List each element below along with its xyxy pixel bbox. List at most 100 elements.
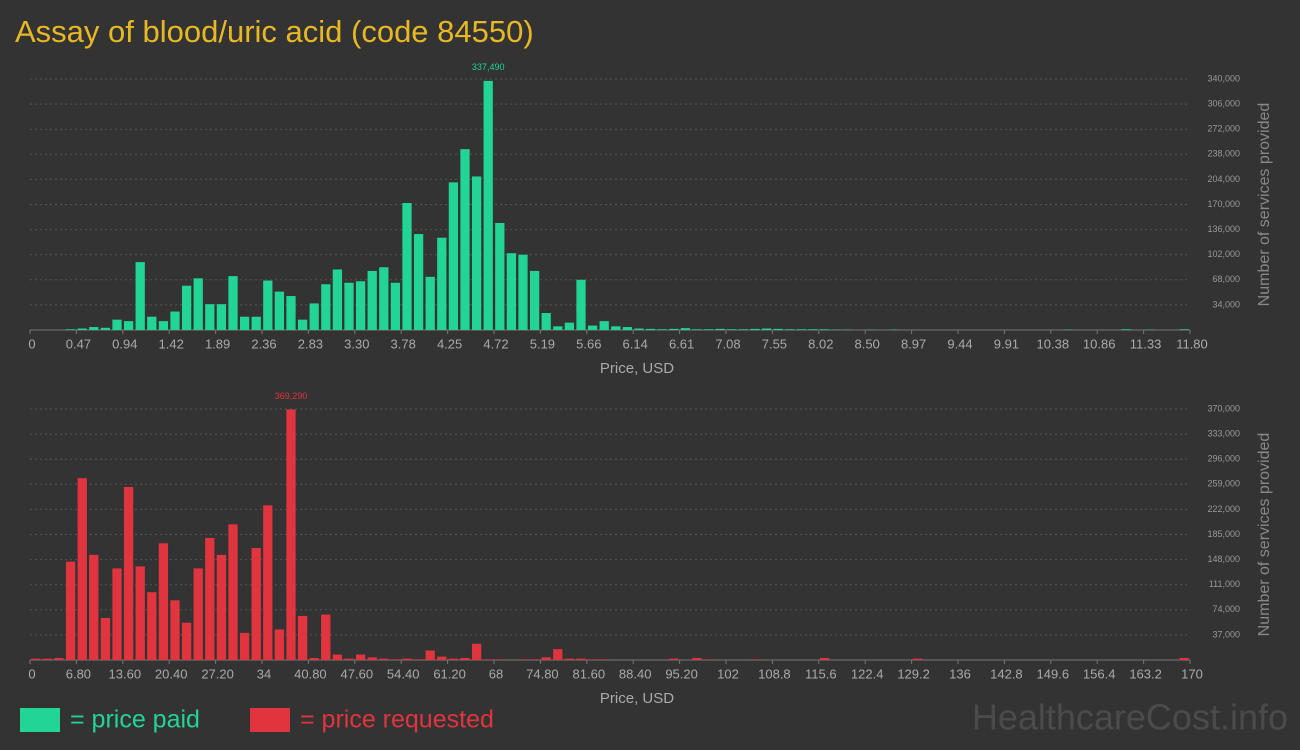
y-tick-label: 370,000	[1207, 403, 1240, 413]
bar	[576, 279, 586, 330]
bar	[460, 657, 470, 660]
x-tick-label: 47.60	[341, 666, 374, 681]
bar	[135, 262, 145, 330]
x-tick-label: 8.02	[808, 336, 833, 351]
bar	[413, 659, 424, 660]
bar	[599, 321, 609, 330]
x-tick-label: 170	[1181, 666, 1203, 681]
legend-swatch	[250, 708, 290, 732]
bar	[123, 487, 134, 660]
bar	[692, 329, 702, 330]
bar	[750, 659, 760, 660]
y-tick-label: 34,000	[1212, 299, 1240, 309]
bar	[65, 329, 76, 330]
x-tick-label: 40.80	[294, 666, 327, 681]
y-tick-label: 259,000	[1207, 479, 1240, 489]
bar	[495, 222, 505, 330]
x-tick-label: 108.8	[758, 666, 791, 681]
bar	[239, 632, 250, 660]
bar	[425, 276, 435, 330]
bar	[495, 659, 505, 660]
x-tick-label: 9.44	[947, 336, 972, 351]
y-tick-label: 68,000	[1212, 274, 1240, 284]
x-tick-label: 0.94	[112, 336, 137, 351]
bar	[622, 327, 633, 330]
y-tick-label: 148,000	[1207, 554, 1240, 564]
y-tick-label: 296,000	[1207, 454, 1240, 464]
y-tick-label: 185,000	[1207, 529, 1240, 539]
bar	[251, 548, 261, 660]
bar	[65, 561, 76, 660]
bar	[703, 329, 714, 330]
x-tick-label: 5.66	[576, 336, 601, 351]
x-axis-title: Price, USD	[600, 690, 674, 707]
x-tick-label: 5.19	[530, 336, 555, 351]
y-tick-label: 204,000	[1207, 174, 1240, 184]
bar	[402, 203, 412, 330]
bar	[321, 284, 331, 330]
bar	[123, 321, 134, 330]
bar	[727, 329, 737, 330]
bar	[518, 254, 528, 330]
bar	[228, 276, 238, 330]
peak-label: 337,490	[472, 62, 505, 72]
x-tick-label: 1.89	[205, 336, 230, 351]
bar	[344, 658, 354, 660]
bar	[309, 657, 319, 660]
x-tick-label: 6.80	[66, 666, 91, 681]
bar	[205, 304, 215, 330]
y-tick-label: 238,000	[1207, 149, 1240, 159]
bar	[100, 327, 111, 330]
y-tick-label: 111,000	[1209, 579, 1240, 589]
bar	[437, 656, 447, 660]
bar	[379, 267, 389, 330]
bar	[773, 328, 783, 330]
bar	[100, 617, 111, 660]
x-tick-label: 6.61	[669, 336, 694, 351]
bar	[553, 326, 563, 330]
x-tick-label: 4.25	[437, 336, 462, 351]
x-tick-label: 136	[949, 666, 971, 681]
bar	[761, 328, 772, 330]
y-tick-label: 136,000	[1207, 224, 1240, 234]
bar	[31, 658, 41, 660]
bar	[460, 149, 470, 330]
bar	[819, 329, 830, 330]
bar	[506, 253, 517, 330]
bar	[680, 328, 691, 330]
x-tick-label: 7.55	[762, 336, 787, 351]
bar	[541, 657, 551, 660]
bar	[611, 326, 621, 330]
x-tick-label: 34	[257, 666, 271, 681]
bar	[205, 537, 215, 660]
bar	[251, 316, 261, 330]
bar	[413, 234, 424, 330]
bar	[645, 328, 656, 330]
bar	[344, 282, 354, 330]
bar	[297, 319, 308, 330]
x-tick-label: 9.91	[994, 336, 1019, 351]
x-tick-label: 3.78	[391, 336, 416, 351]
bar	[77, 328, 87, 330]
bar	[564, 322, 575, 330]
bar	[54, 657, 64, 660]
bar	[274, 629, 285, 660]
y-tick-label: 102,000	[1207, 249, 1240, 259]
bar	[390, 659, 401, 660]
bar	[89, 554, 99, 660]
x-tick-label: 163.2	[1129, 666, 1162, 681]
x-tick-label: 7.08	[715, 336, 740, 351]
x-tick-label: 68	[489, 666, 503, 681]
bar	[529, 270, 540, 330]
y-tick-label: 333,000	[1207, 428, 1240, 438]
x-tick-label: 115.6	[805, 666, 837, 681]
y-tick-label: 340,000	[1207, 73, 1240, 83]
x-tick-label: 122.4	[851, 666, 884, 681]
bar	[355, 281, 366, 330]
bar	[715, 328, 725, 330]
bar	[321, 614, 331, 660]
bar	[390, 282, 401, 330]
